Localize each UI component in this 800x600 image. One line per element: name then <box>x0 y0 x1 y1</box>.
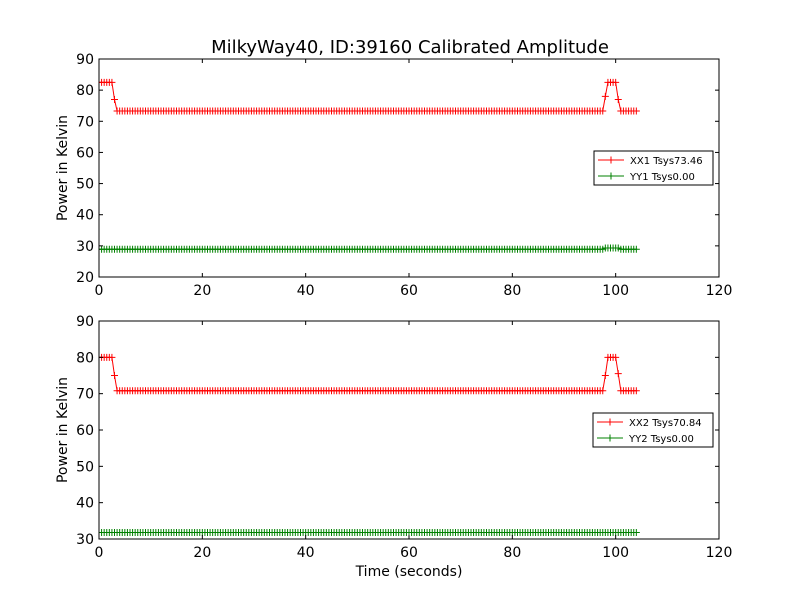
x-tick-label: 80 <box>503 283 521 299</box>
y-tick-label: 80 <box>76 350 94 366</box>
y-tick-label: 30 <box>76 532 94 548</box>
data-point <box>612 78 620 86</box>
legend-label: YY1 Tsys0.00 <box>629 172 695 183</box>
x-tick-label: 60 <box>400 545 418 561</box>
data-point <box>632 245 640 253</box>
y-tick-label: 60 <box>76 423 94 439</box>
chart-panel-2: 0 20 40 60 80 100 120 30 40 50 60 70 80 90 Power in Ke… <box>55 314 732 580</box>
data-point <box>614 370 622 378</box>
legend-label: XX1 Tsys73.46 <box>630 156 703 167</box>
x-tick-label: 100 <box>602 545 629 561</box>
x-tick-label: 120 <box>706 545 733 561</box>
legend: XX1 Tsys73.46 YY1 Tsys0.00 <box>593 150 714 186</box>
x-tick-label: 120 <box>706 283 733 299</box>
data-point <box>599 107 607 115</box>
legend-label: XX2 Tsys70.84 <box>629 418 702 429</box>
legend-marker <box>607 156 615 164</box>
y-tick-label: 50 <box>76 177 94 193</box>
y-tick-label: 80 <box>76 83 94 99</box>
y-tick-label: 30 <box>76 239 94 255</box>
data-point <box>108 78 116 86</box>
y-tick-label: 40 <box>76 496 94 512</box>
y-tick-label: 70 <box>76 387 94 403</box>
data-point <box>632 387 640 395</box>
series-1-2 <box>99 244 640 253</box>
data-point <box>612 353 620 361</box>
data-point <box>601 92 609 100</box>
x-tick-label: 40 <box>297 283 315 299</box>
x-axis-label: Time (seconds) <box>355 564 463 580</box>
legend: XX2 Tsys70.84 YY2 Tsys0.00 <box>592 412 714 448</box>
data-point <box>632 528 640 536</box>
chart-title: MilkyWay40, ID:39160 Calibrated Amplitud… <box>211 37 609 58</box>
y-tick-label: 50 <box>76 459 94 475</box>
legend-marker <box>606 434 614 442</box>
data-point <box>111 95 118 103</box>
data-point <box>614 95 622 103</box>
series-2-2 <box>99 528 640 536</box>
x-tick-label: 80 <box>503 545 521 561</box>
y-tick-label: 20 <box>76 270 94 286</box>
x-tick-label: 100 <box>602 283 629 299</box>
legend-label: YY2 Tsys0.00 <box>628 434 694 445</box>
x-tick-label: 0 <box>95 545 104 561</box>
legend-box <box>592 412 714 448</box>
legend-marker <box>607 172 615 180</box>
x-tick-label: 20 <box>193 283 211 299</box>
series-1-1 <box>99 78 640 115</box>
y-tick-label: 40 <box>76 208 94 224</box>
y-tick-label: 90 <box>76 314 94 330</box>
y-tick-label: 70 <box>76 114 94 130</box>
y-axis-label: Power in Kelvin <box>55 115 71 221</box>
data-point <box>601 372 609 379</box>
data-point <box>599 387 607 395</box>
y-tick-label: 90 <box>76 52 94 68</box>
y-axis-label: Power in Kelvin <box>55 377 71 483</box>
x-tick-label: 40 <box>297 545 315 561</box>
legend-marker <box>606 418 614 426</box>
data-point <box>108 353 116 361</box>
legend-box <box>593 150 714 186</box>
data-point <box>632 107 640 115</box>
series-2-1 <box>99 353 640 395</box>
x-tick-label: 60 <box>400 283 418 299</box>
y-tick-label: 60 <box>76 145 94 161</box>
x-tick-label: 0 <box>95 283 104 299</box>
x-tick-label: 20 <box>193 545 211 561</box>
data-point <box>111 372 118 379</box>
